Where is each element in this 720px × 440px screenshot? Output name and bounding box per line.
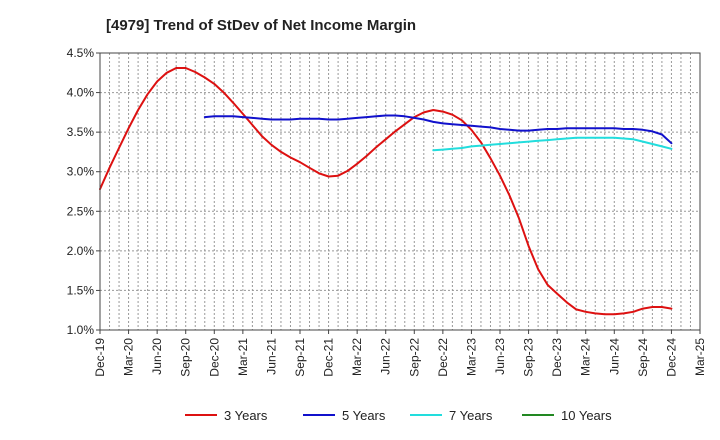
plot-area-border	[99, 52, 701, 331]
legend-label-3-years: 3 Years	[224, 408, 268, 423]
y-tick-label: 4.0%	[67, 86, 95, 100]
x-tick-label: Jun-24	[607, 338, 621, 375]
y-tick-label: 3.5%	[67, 125, 95, 139]
x-tick-label: Mar-23	[464, 338, 478, 376]
legend-label-7-years: 7 Years	[449, 408, 493, 423]
series-lines	[99, 67, 673, 316]
x-tick-label: Dec-19	[93, 338, 107, 377]
x-tick-label: Dec-22	[436, 338, 450, 377]
legend-label-5-years: 5 Years	[342, 408, 386, 423]
x-tick-label: Jun-23	[493, 338, 507, 375]
y-tick-label: 1.0%	[67, 323, 95, 337]
x-tick-label: Mar-21	[236, 338, 250, 376]
x-tick-label: Sep-22	[407, 338, 421, 377]
x-axis-ticks: Dec-19 Mar-20 Jun-20 Sep-20 Dec-20 Mar-21 Jun-…	[93, 330, 707, 377]
x-tick-label: Sep-21	[293, 338, 307, 377]
x-tick-label: Sep-20	[179, 338, 193, 377]
chart-title: [4979] Trend of StDev of Net Income Marg…	[106, 17, 416, 34]
y-tick-label: 3.0%	[67, 165, 95, 179]
y-axis-ticks: 1.0% 1.5% 2.0% 2.5% 3.0% 3.5% 4.0% 4.5%	[67, 46, 100, 337]
y-tick-label: 4.5%	[67, 46, 95, 60]
x-tick-label: Jun-20	[150, 338, 164, 375]
series-line-7-years	[432, 136, 673, 152]
x-tick-label: Mar-24	[579, 338, 593, 376]
x-tick-label: Dec-20	[207, 338, 221, 377]
x-tick-label: Mar-25	[693, 338, 707, 376]
x-tick-label: Dec-24	[664, 338, 678, 377]
x-tick-label: Sep-24	[636, 338, 650, 377]
y-tick-label: 1.5%	[67, 283, 95, 297]
series-line-3-years	[99, 67, 673, 316]
x-tick-label: Jun-21	[264, 338, 278, 375]
y-tick-label: 2.5%	[67, 204, 95, 218]
legend-label-10-years: 10 Years	[561, 408, 612, 423]
x-tick-label: Jun-22	[379, 338, 393, 375]
legend: 3 Years 5 Years 7 Years 10 Years	[185, 408, 612, 423]
x-tick-label: Mar-20	[122, 338, 136, 376]
y-tick-label: 2.0%	[67, 244, 95, 258]
grid	[100, 53, 700, 330]
x-tick-label: Sep-23	[522, 338, 536, 377]
series-line-5-years	[203, 114, 673, 145]
x-tick-label: Mar-22	[350, 338, 364, 376]
x-tick-label: Dec-21	[322, 338, 336, 377]
x-tick-label: Dec-23	[550, 338, 564, 377]
